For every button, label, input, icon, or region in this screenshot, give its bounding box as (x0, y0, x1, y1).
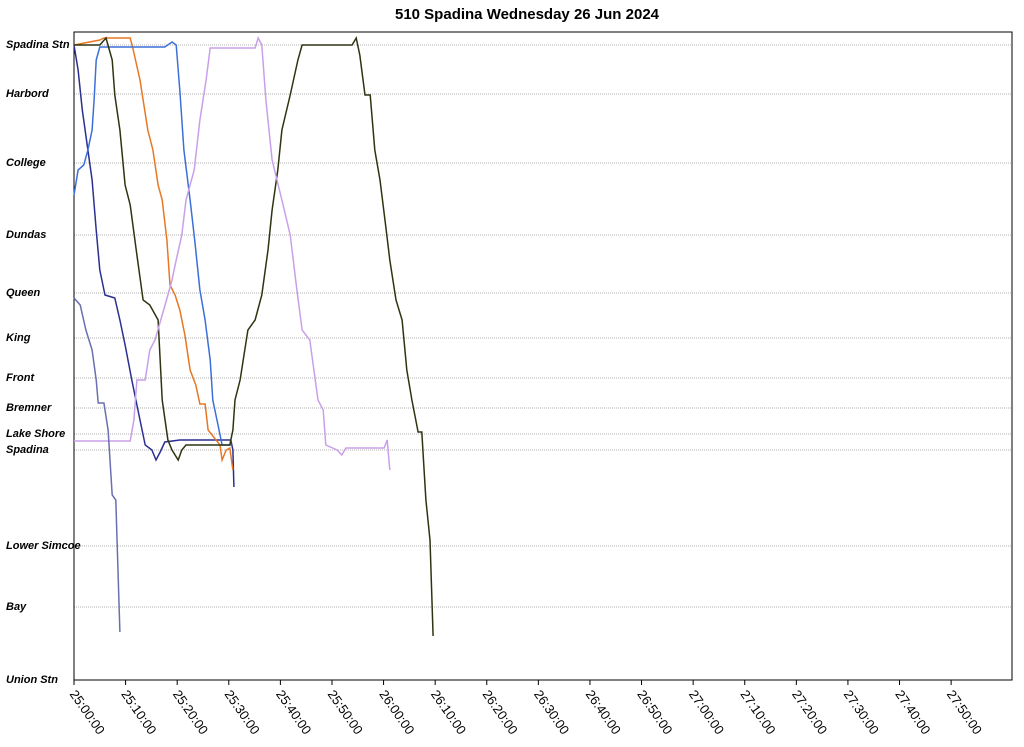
y-tick-label: Union Stn (6, 674, 58, 686)
y-tick-label: Bay (6, 601, 27, 613)
vehicle-trace (73, 41, 232, 446)
y-tick-label: Lake Shore (6, 428, 65, 440)
y-tick-label: King (6, 332, 31, 344)
y-tick-label: Spadina (6, 444, 49, 456)
y-tick-label: College (6, 157, 46, 169)
chart-title: 510 Spadina Wednesday 26 Jun 2024 (395, 6, 660, 23)
vehicle-trace (74, 35, 434, 637)
y-tick-label: Dundas (6, 229, 46, 241)
y-tick-label: Lower Simcoe (6, 540, 81, 552)
y-tick-label: Harbord (6, 88, 49, 100)
y-tick-label: Queen (6, 287, 41, 299)
y-tick-label: Front (6, 372, 35, 384)
vehicle-trace (73, 44, 235, 488)
plot-border (73, 31, 1013, 681)
y-tick-label: Bremner (6, 402, 52, 414)
y-tick-label: Spadina Stn (6, 39, 70, 51)
vehicle-trace (73, 297, 121, 633)
vehicle-trace (74, 36, 391, 471)
